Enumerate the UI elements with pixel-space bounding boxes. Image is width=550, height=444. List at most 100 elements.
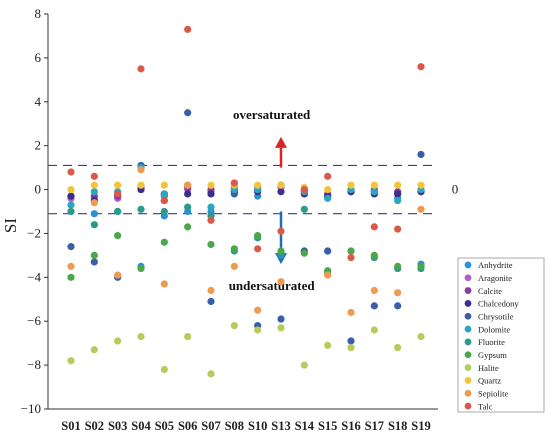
- data-point: [394, 181, 402, 189]
- data-point: [114, 271, 122, 279]
- data-point: [277, 227, 285, 235]
- data-point: [254, 306, 262, 314]
- data-point: [254, 181, 262, 189]
- x-tick-label: S04: [131, 419, 151, 433]
- data-point: [277, 324, 285, 332]
- legend-label: Calcite: [478, 286, 502, 296]
- data-point: [277, 315, 285, 323]
- data-point: [347, 247, 355, 255]
- y-tick-label: 2: [35, 138, 42, 153]
- data-point: [90, 258, 98, 266]
- data-point: [370, 188, 378, 196]
- data-point: [300, 361, 308, 369]
- data-point: [67, 201, 75, 209]
- data-point: [394, 190, 402, 198]
- series-chrysotile: [67, 109, 425, 345]
- data-point: [417, 205, 425, 213]
- y-tick-label: 8: [35, 6, 42, 21]
- y-axis-label: SI: [1, 218, 20, 233]
- data-point: [207, 216, 215, 224]
- legend-marker: [464, 325, 472, 333]
- data-point: [137, 264, 145, 273]
- x-tick-label: S19: [411, 419, 430, 433]
- data-point: [67, 168, 75, 176]
- y-tick-label: −8: [27, 357, 41, 372]
- series-talc: [67, 25, 425, 262]
- y-tick-label: −2: [27, 225, 41, 240]
- x-tick-label: S14: [295, 419, 315, 433]
- data-point: [137, 65, 145, 73]
- x-tick-label: S07: [201, 419, 220, 433]
- data-point: [417, 262, 425, 270]
- series-gypsum: [67, 223, 425, 281]
- data-point: [254, 245, 262, 253]
- data-point: [417, 332, 425, 341]
- data-point: [114, 181, 122, 189]
- data-point: [160, 190, 168, 198]
- data-point: [207, 286, 215, 295]
- data-point: [90, 210, 98, 218]
- x-tick-label: S13: [271, 419, 290, 433]
- data-point: [347, 308, 355, 317]
- data-point: [184, 223, 192, 231]
- y-tick-label: 0: [35, 182, 42, 197]
- y-tick-label: −4: [27, 269, 41, 284]
- data-point: [90, 188, 98, 196]
- legend-label: Gypsum: [478, 350, 507, 360]
- annotation-label: oversaturated: [233, 107, 311, 122]
- data-point: [254, 232, 262, 240]
- data-point: [90, 221, 98, 229]
- data-point: [394, 196, 402, 205]
- data-point: [347, 253, 355, 262]
- data-point: [67, 357, 75, 365]
- data-point: [370, 326, 378, 334]
- data-point: [184, 25, 192, 33]
- data-point: [90, 199, 98, 207]
- data-point: [137, 166, 145, 174]
- data-point: [90, 172, 98, 180]
- data-point: [184, 181, 192, 189]
- legend-label: Anhydrite: [478, 260, 513, 270]
- data-point: [67, 273, 75, 281]
- data-point: [160, 181, 168, 189]
- data-point: [114, 190, 122, 198]
- data-point: [300, 205, 308, 213]
- data-point: [230, 322, 238, 330]
- oversaturated-arrowhead: [275, 136, 287, 148]
- data-point: [137, 332, 145, 341]
- y-tick-label: −6: [27, 313, 41, 328]
- legend-label: Aragonite: [478, 273, 512, 283]
- data-point: [370, 251, 378, 259]
- data-point: [160, 365, 168, 374]
- legend-label: Fluorite: [478, 337, 505, 347]
- data-point: [184, 332, 192, 341]
- data-point: [160, 207, 168, 216]
- data-point: [207, 370, 215, 378]
- data-point: [184, 190, 192, 198]
- right-zero-label: 0: [452, 182, 459, 197]
- data-point: [160, 280, 168, 288]
- legend-marker: [464, 389, 472, 397]
- legend-marker: [464, 261, 472, 269]
- data-point: [347, 337, 355, 345]
- data-point: [114, 232, 122, 240]
- x-tick-label: S08: [225, 419, 244, 433]
- x-tick-label: S03: [108, 419, 127, 433]
- data-point: [324, 185, 332, 194]
- x-tick-label: S15: [318, 419, 337, 433]
- legend-marker: [464, 274, 472, 282]
- data-point: [207, 203, 215, 211]
- data-point: [207, 181, 215, 189]
- data-point: [277, 188, 285, 196]
- data-point: [230, 179, 238, 187]
- data-point: [207, 240, 215, 249]
- data-point: [67, 192, 75, 200]
- x-tick-label: S16: [341, 419, 360, 433]
- data-point: [114, 337, 122, 345]
- y-tick-label: 4: [35, 94, 42, 109]
- legend-label: Sepiolite: [478, 388, 508, 398]
- y-tick-label: 6: [35, 50, 42, 65]
- data-point: [324, 172, 332, 180]
